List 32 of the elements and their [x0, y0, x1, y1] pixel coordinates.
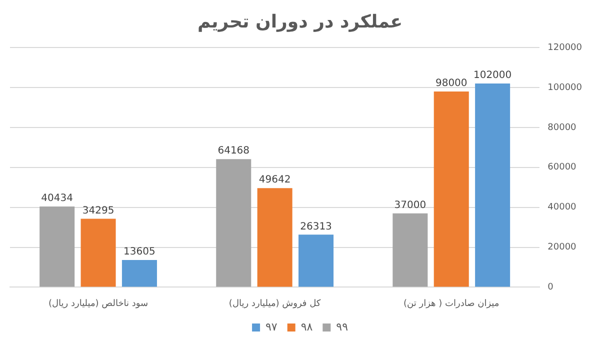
chart-title: عملکرد در دوران تحریم — [197, 11, 403, 32]
data-label: 102000 — [473, 70, 512, 82]
y-tick-label: 20000 — [548, 242, 577, 253]
data-label: 64168 — [218, 146, 250, 157]
bar — [392, 213, 428, 287]
y-tick-label: 80000 — [548, 122, 577, 133]
data-label: 26313 — [300, 221, 332, 232]
data-label: 49642 — [258, 174, 291, 186]
bar — [298, 234, 334, 287]
data-label: 37000 — [394, 200, 426, 211]
bar — [122, 260, 157, 287]
x-tick-label: سود ناخالص (میلیارد ریال) — [48, 298, 148, 309]
data-label: 13605 — [124, 246, 156, 258]
y-tick-label: 40000 — [548, 202, 577, 213]
legend-label: ۹۸ — [300, 320, 313, 334]
x-tick-label: کل فروش (میلیارد ریال) — [228, 298, 322, 309]
bar — [40, 206, 75, 287]
data-label: 40434 — [41, 193, 73, 204]
bar — [257, 188, 292, 287]
legend-label: ۹۹ — [336, 320, 348, 334]
legend-label: ۹۷ — [266, 320, 278, 334]
bar — [216, 159, 252, 287]
y-tick-label: 0 — [548, 282, 554, 293]
y-tick-label: 100000 — [548, 82, 582, 93]
y-tick-label: 120000 — [548, 42, 582, 53]
bar — [475, 84, 510, 287]
x-tick-label: میزان صادرات ( هزار تن) — [404, 298, 500, 309]
data-label: 98000 — [435, 78, 468, 90]
bar — [434, 92, 469, 287]
bar — [80, 218, 116, 287]
data-label: 34295 — [82, 205, 114, 216]
y-tick-label: 60000 — [548, 162, 577, 173]
